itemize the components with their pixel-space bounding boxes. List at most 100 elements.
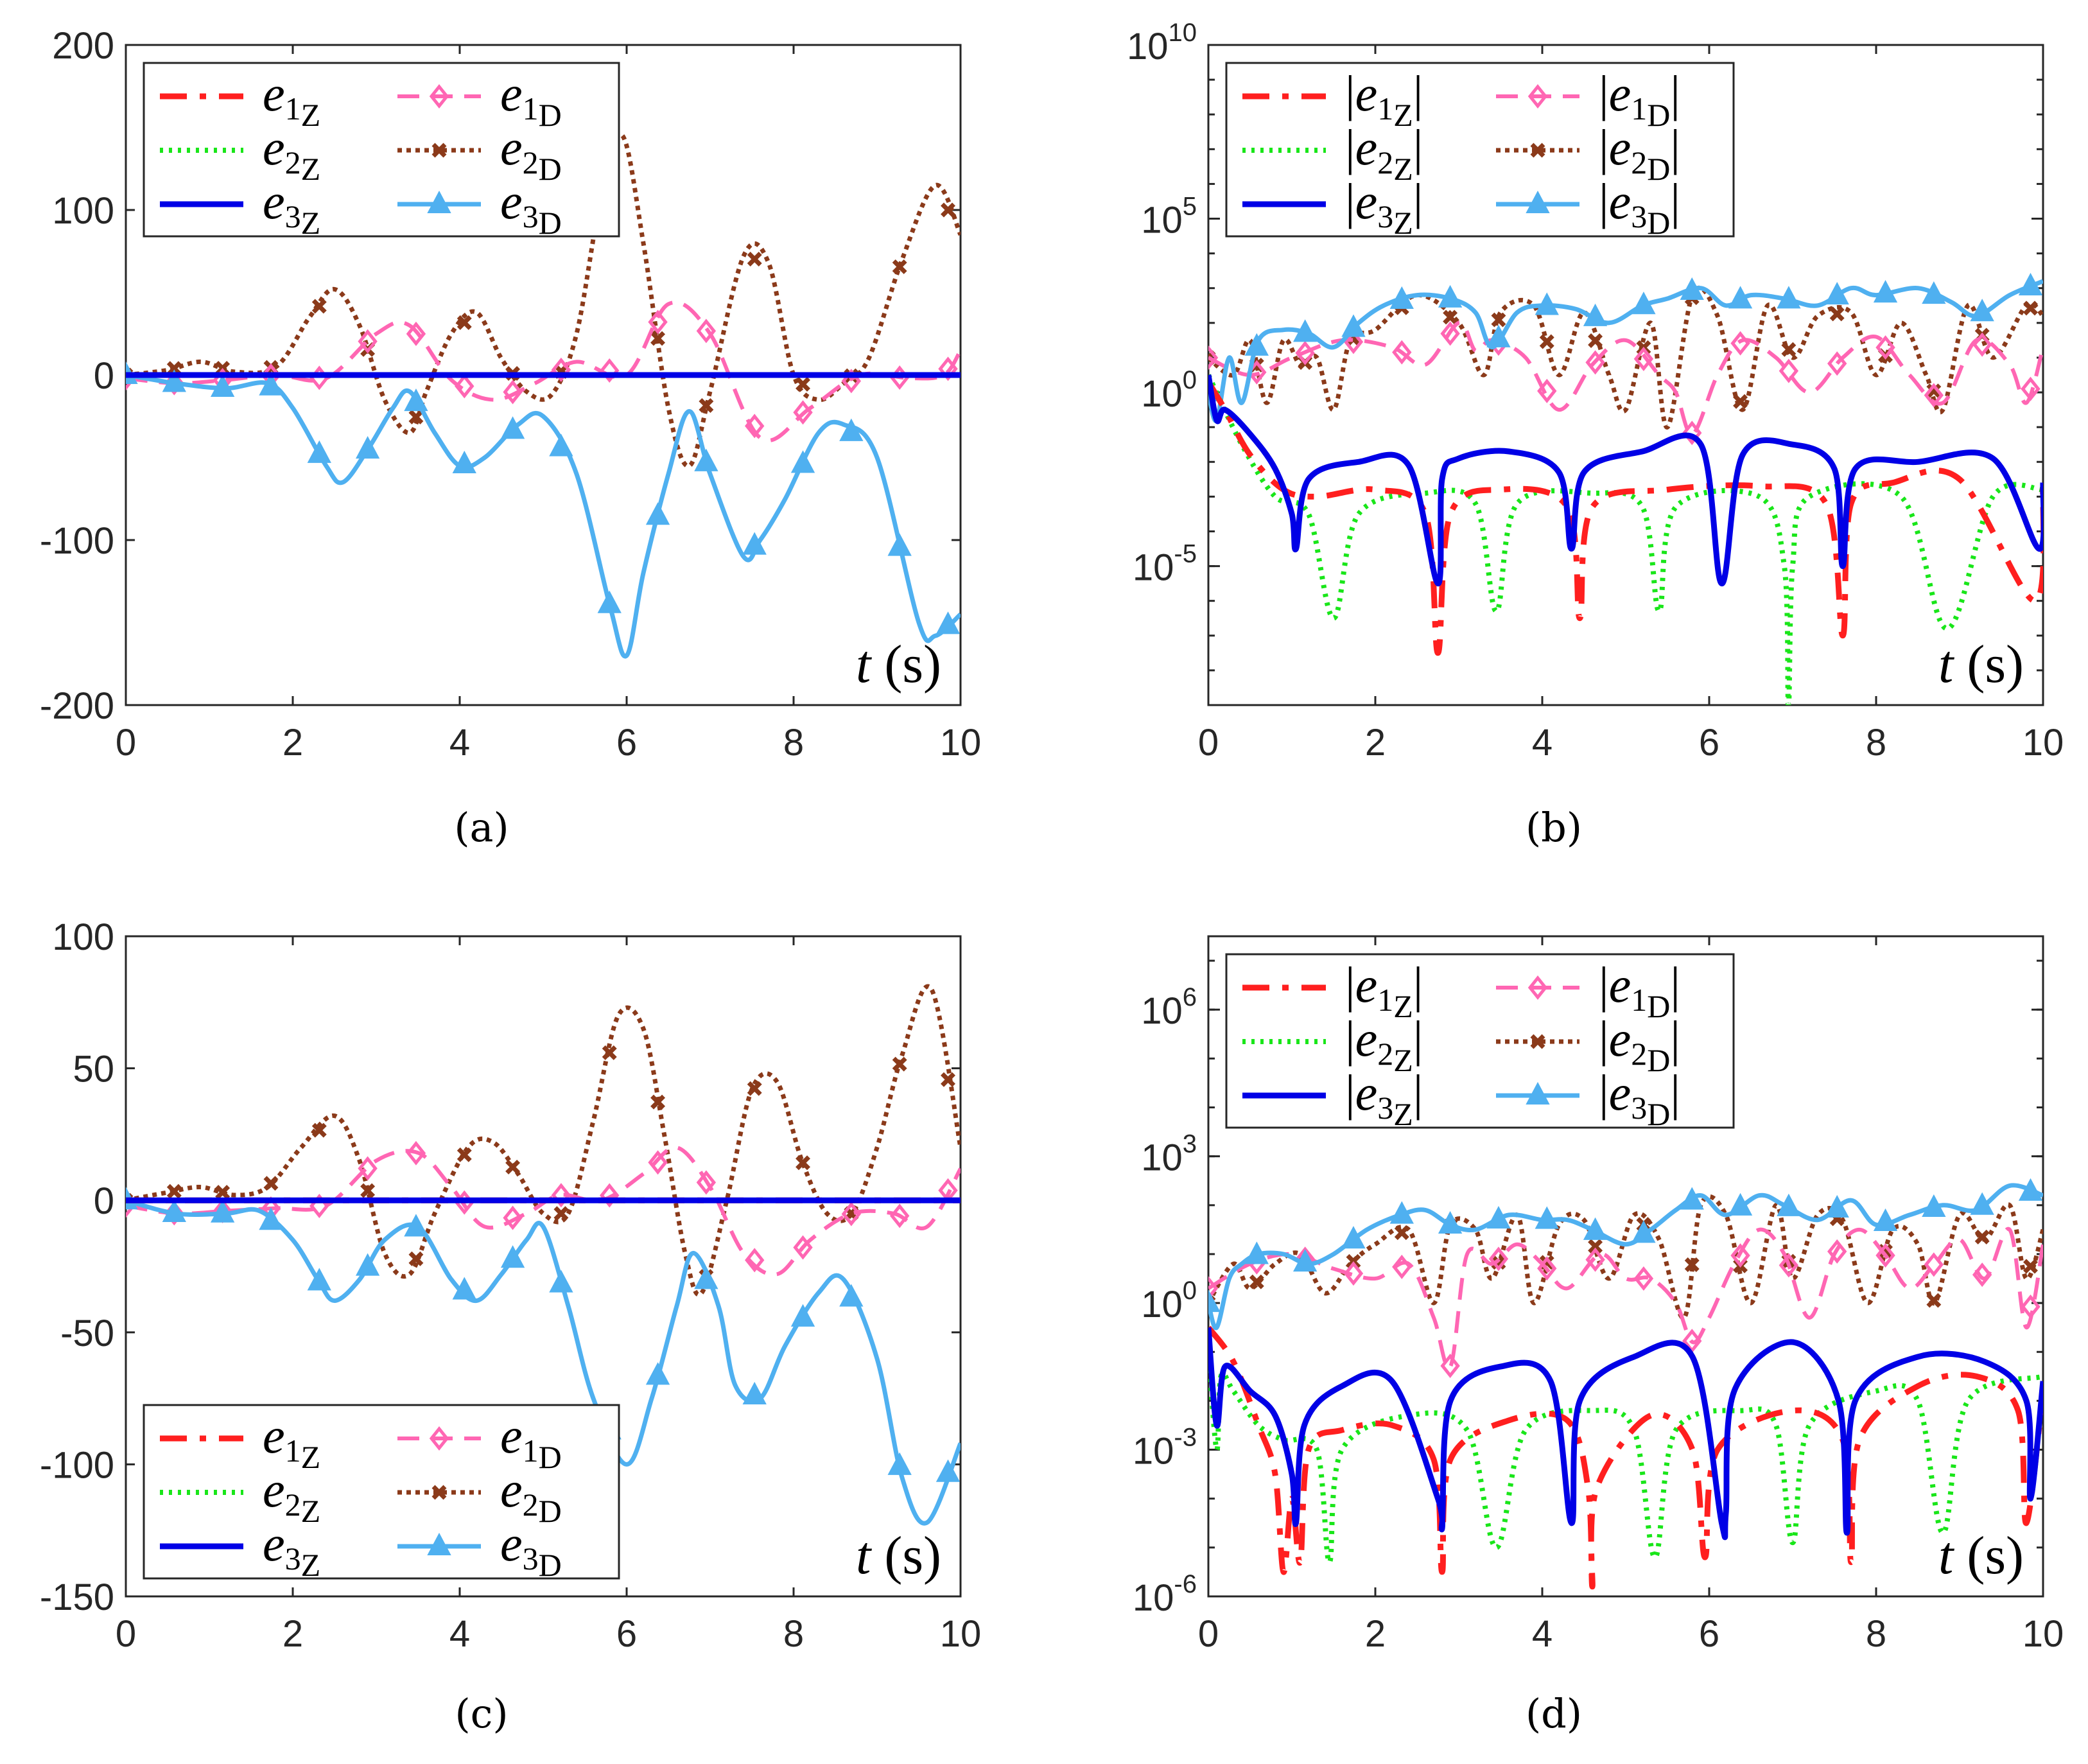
panel-caption: (a) bbox=[454, 804, 509, 851]
legend-marker-e2D bbox=[1530, 1034, 1545, 1049]
marker-e1D bbox=[745, 1248, 765, 1273]
marker-e3D bbox=[1535, 1206, 1559, 1229]
legend-entry-e3D: e3D bbox=[397, 1515, 562, 1583]
marker-e2D bbox=[263, 1176, 279, 1191]
marker-e2D bbox=[1878, 1244, 1893, 1259]
series-e3Z bbox=[1208, 374, 2043, 587]
series-line-e2D bbox=[1208, 1194, 2043, 1320]
marker-e3D bbox=[742, 532, 767, 555]
x-tick-label: 10 bbox=[2023, 722, 2064, 764]
series-e1Z bbox=[1208, 380, 2043, 656]
marker-e3D bbox=[210, 1200, 235, 1223]
marker-e3D bbox=[887, 533, 912, 556]
marker-e3D bbox=[1777, 286, 1801, 309]
marker-e1D bbox=[1585, 1247, 1605, 1272]
legend-label-e2Z: |e2Z| bbox=[1345, 119, 1423, 187]
x-tick-label: 2 bbox=[283, 1613, 303, 1655]
marker-e2D bbox=[311, 299, 327, 314]
legend-entry-e1D: |e1D| bbox=[1496, 65, 1680, 133]
marker-e1D bbox=[1633, 346, 1654, 371]
legend-entry-e2D: |e2D| bbox=[1496, 119, 1680, 187]
marker-e1D bbox=[889, 1203, 910, 1228]
y-tick-label: 106 bbox=[1141, 983, 1197, 1032]
series-e1D bbox=[1208, 1227, 2043, 1378]
legend: |e1Z||e2Z||e3Z| |e1D||e2D||e3D| bbox=[1225, 953, 1735, 1132]
series-line-e2Z bbox=[1208, 374, 2043, 705]
marker-e2D bbox=[941, 1072, 955, 1087]
marker-e3D bbox=[1486, 1205, 1511, 1229]
panel-b: 0 2 4 6 8 10 10-5 100 105 1010 |e1Z||e2Z||e3Z| |e1D… bbox=[1127, 19, 2064, 851]
marker-e3D bbox=[162, 369, 186, 392]
series-line-e1D bbox=[126, 1145, 961, 1277]
legend-label-e2D: |e2D| bbox=[1599, 1011, 1680, 1078]
x-tick-label: 2 bbox=[283, 722, 303, 764]
legend-marker-e1D bbox=[1527, 975, 1548, 1000]
series-line-e3D bbox=[1208, 1183, 2043, 1331]
x-tick-label: 0 bbox=[1198, 1613, 1219, 1655]
series-e3D bbox=[1208, 272, 2043, 423]
x-tick-label: 10 bbox=[940, 722, 982, 764]
marker-e3D bbox=[1922, 1194, 1946, 1217]
marker-e3D bbox=[1873, 1208, 1898, 1232]
legend-entry-e2Z: e2Z bbox=[160, 1462, 320, 1529]
series-line-e2D bbox=[1208, 285, 2043, 430]
x-tick-label: 4 bbox=[1532, 1613, 1553, 1655]
marker-e3D bbox=[1583, 1217, 1608, 1240]
marker-e3D bbox=[259, 1207, 283, 1230]
marker-e1D bbox=[1827, 351, 1847, 376]
marker-e1D bbox=[841, 1201, 862, 1227]
marker-e3D bbox=[1486, 324, 1511, 347]
x-tick-label: 0 bbox=[116, 1613, 136, 1655]
marker-e3D bbox=[1631, 292, 1656, 315]
y-tick-label: 100 bbox=[52, 190, 114, 232]
legend-box bbox=[1225, 953, 1735, 1129]
marker-e3D bbox=[1389, 286, 1414, 309]
legend-entry-e2D: |e2D| bbox=[1496, 1011, 1680, 1078]
marker-e2D bbox=[215, 1185, 231, 1200]
marker-e2D bbox=[1443, 310, 1458, 325]
legend-label-e2D: e2D bbox=[500, 1462, 562, 1529]
marker-e2D bbox=[1588, 333, 1603, 349]
legend-label-e1Z: |e1Z| bbox=[1345, 65, 1423, 133]
y-tick-label: 50 bbox=[73, 1049, 114, 1090]
panel-caption: (c) bbox=[455, 1690, 508, 1737]
marker-e1D bbox=[1730, 331, 1750, 356]
marker-e3D bbox=[1680, 277, 1704, 301]
marker-e3D bbox=[1389, 1201, 1414, 1224]
marker-e3D bbox=[210, 374, 235, 397]
legend-marker-e2D bbox=[431, 143, 447, 158]
marker-e2D bbox=[1926, 1293, 1942, 1308]
marker-e3D bbox=[1583, 303, 1608, 326]
marker-e3D bbox=[1208, 1289, 1221, 1313]
marker-e1D bbox=[1875, 335, 1895, 360]
marker-e3D bbox=[500, 416, 525, 439]
marker-e1D bbox=[600, 1183, 620, 1208]
marker-e2D bbox=[1829, 306, 1845, 322]
legend-entry-e1Z: |e1Z| bbox=[1242, 957, 1423, 1024]
marker-e1D bbox=[1827, 1239, 1847, 1264]
marker-e1D bbox=[938, 356, 958, 381]
x-tick-label: 2 bbox=[1365, 722, 1386, 764]
marker-e1D bbox=[503, 380, 523, 405]
marker-e3D bbox=[839, 418, 864, 441]
series-e3D bbox=[126, 1187, 961, 1526]
series-line-e1Z bbox=[1208, 380, 2043, 656]
marker-e2D bbox=[311, 1122, 327, 1138]
marker-e1D bbox=[648, 1150, 668, 1175]
panel-caption: (b) bbox=[1526, 804, 1582, 851]
x-tick-label: 8 bbox=[783, 1613, 804, 1655]
legend-label-e1Z: e1Z bbox=[263, 1408, 320, 1475]
series-layer bbox=[1208, 1178, 2043, 1590]
y-tick-label: -50 bbox=[60, 1313, 114, 1354]
marker-e3D bbox=[355, 436, 380, 459]
marker-e2D bbox=[408, 409, 424, 424]
marker-e3D bbox=[1244, 333, 1269, 356]
marker-e2D bbox=[360, 1183, 376, 1198]
legend-label-e2Z: e2Z bbox=[263, 119, 320, 187]
marker-e2D bbox=[796, 1155, 811, 1171]
legend-label-e1D: |e1D| bbox=[1599, 957, 1680, 1024]
marker-e3D bbox=[2018, 1178, 2043, 1201]
marker-e3D bbox=[162, 1199, 186, 1223]
